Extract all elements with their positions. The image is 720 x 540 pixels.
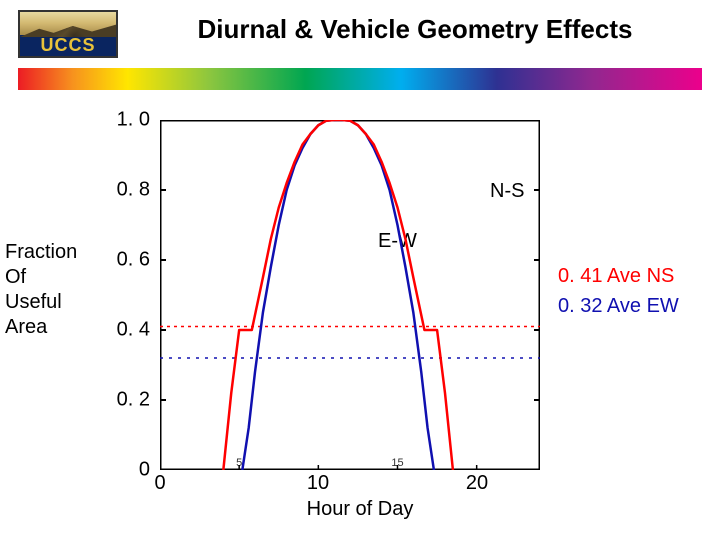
xtick-20: 20 xyxy=(457,472,497,495)
logo-mountains xyxy=(20,12,116,35)
xtick-0: 0 xyxy=(140,472,180,495)
avg-label-ew: 0. 32 Ave EW xyxy=(558,295,679,318)
avg-label-ns: 0. 41 Ave NS xyxy=(558,265,674,288)
ytick-0p6: 0. 6 xyxy=(90,249,150,272)
x-axis-label: Hour of Day xyxy=(60,498,660,521)
plot-area: 515 xyxy=(160,120,540,470)
ytick-1p0: 1. 0 xyxy=(90,109,150,132)
ytick-0p4: 0. 4 xyxy=(90,319,150,342)
ytick-0p2: 0. 2 xyxy=(90,389,150,412)
y-axis-label: FractionOfUsefulArea xyxy=(5,240,77,340)
slide-title: Diurnal & Vehicle Geometry Effects xyxy=(130,14,700,45)
uccs-logo: UCCS xyxy=(18,10,118,58)
chart: FractionOfUsefulArea 0 0. 2 0. 4 0. 6 0.… xyxy=(60,110,660,510)
logo-text: UCCS xyxy=(20,35,116,56)
ytick-0p8: 0. 8 xyxy=(90,179,150,202)
spectrum-bar xyxy=(18,68,702,90)
xtick-10: 10 xyxy=(298,472,338,495)
